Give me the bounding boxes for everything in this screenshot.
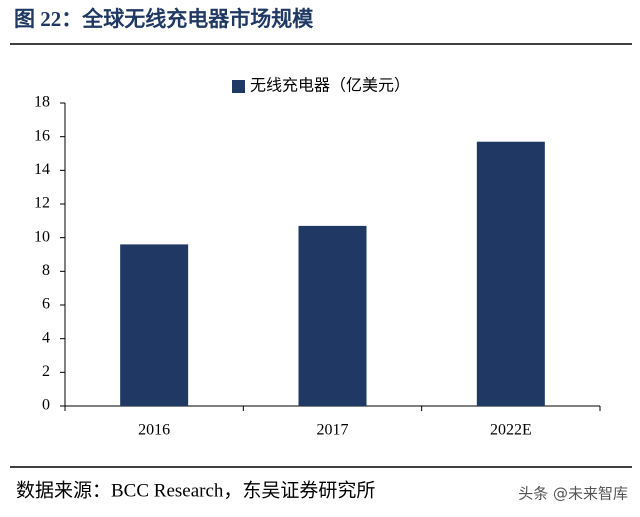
- y-tick-label: 0: [42, 397, 50, 414]
- y-tick-label: 6: [42, 296, 50, 313]
- y-tick-label: 12: [34, 195, 50, 212]
- bar: [298, 225, 367, 406]
- x-tick-label: 2022E: [490, 422, 532, 439]
- chart-title: 图 22：全球无线充电器市场规模: [14, 7, 314, 31]
- bar: [120, 244, 189, 406]
- y-tick-label: 16: [34, 127, 50, 144]
- y-tick-label: 10: [34, 228, 50, 245]
- y-tick-label: 4: [42, 329, 50, 346]
- y-tick-label: 14: [34, 161, 50, 178]
- legend-label: 无线充电器（亿美元）: [250, 77, 410, 95]
- watermark: 头条 @未来智库: [518, 485, 628, 503]
- y-tick-label: 18: [34, 94, 50, 111]
- legend-swatch: [232, 80, 245, 93]
- x-tick-label: 2017: [317, 422, 349, 439]
- y-tick-label: 2: [42, 363, 50, 380]
- bar: [476, 141, 545, 406]
- source: 数据来源：BCC Research，东吴证券研究所: [16, 479, 375, 501]
- y-tick-label: 8: [42, 262, 50, 279]
- x-tick-label: 2016: [138, 422, 170, 439]
